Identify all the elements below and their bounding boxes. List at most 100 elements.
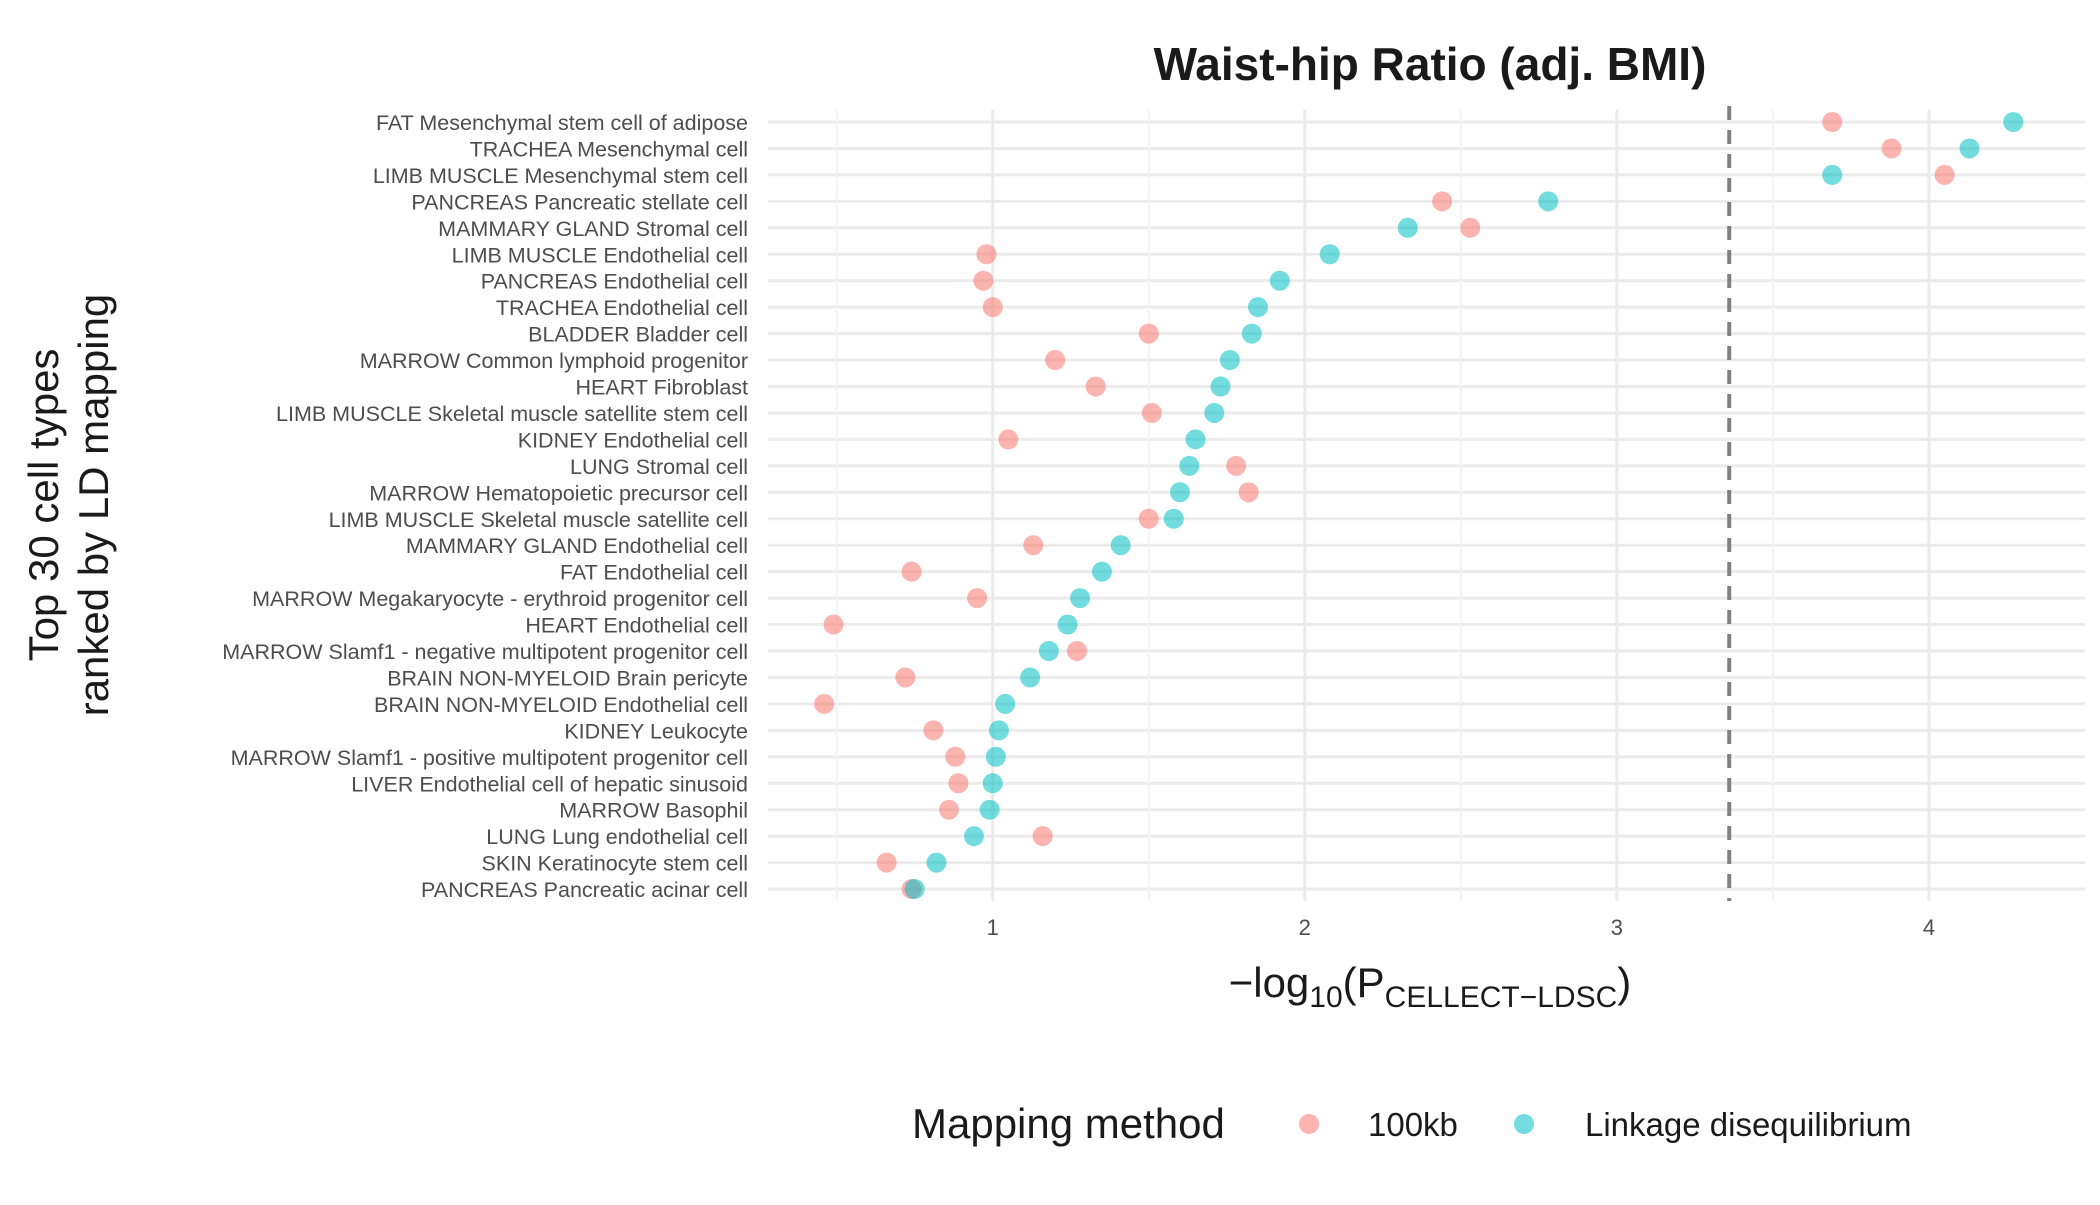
point-linkage-disequilibrium	[1163, 508, 1184, 529]
y-axis-title-line2: ranked by LD mapping	[70, 294, 117, 717]
point-linkage-disequilibrium	[1038, 641, 1059, 661]
point-100kb	[823, 614, 844, 635]
point-100kb	[1066, 641, 1087, 661]
point-linkage-disequilibrium	[985, 746, 1006, 767]
category-label: KIDNEY Endothelial cell	[518, 428, 748, 452]
x-axis-title-close: )	[1617, 959, 1631, 1006]
data-points	[814, 112, 2024, 900]
category-label: MARROW Slamf1 - negative multipotent pro…	[222, 640, 748, 664]
point-100kb	[1432, 191, 1453, 212]
chart-title: Waist-hip Ratio (adj. BMI)	[1154, 38, 1707, 90]
point-linkage-disequilibrium	[1319, 244, 1340, 265]
point-100kb	[876, 852, 897, 873]
point-linkage-disequilibrium	[1091, 561, 1112, 582]
category-label: MAMMARY GLAND Endothelial cell	[406, 534, 748, 558]
category-label: MARROW Basophil	[559, 799, 748, 823]
point-100kb	[1085, 376, 1106, 397]
point-linkage-disequilibrium	[963, 826, 984, 847]
point-100kb	[976, 244, 997, 265]
point-100kb	[895, 667, 916, 688]
point-100kb	[814, 693, 835, 714]
category-label: HEART Endothelial cell	[525, 614, 748, 638]
point-100kb	[1023, 535, 1044, 556]
point-linkage-disequilibrium	[1070, 588, 1091, 609]
legend-title: Mapping method	[912, 1100, 1225, 1147]
point-linkage-disequilibrium	[926, 852, 947, 873]
point-linkage-disequilibrium	[2003, 112, 2024, 132]
x-tick-label: 2	[1299, 915, 1311, 940]
point-100kb	[1881, 138, 1902, 159]
category-label: PANCREAS Endothelial cell	[481, 270, 748, 294]
point-100kb	[1460, 217, 1481, 238]
point-100kb	[1141, 402, 1162, 423]
point-100kb	[973, 270, 994, 291]
category-label: FAT Mesenchymal stem cell of adipose	[376, 111, 748, 135]
point-linkage-disequilibrium	[1169, 482, 1190, 503]
category-label: BRAIN NON-MYELOID Endothelial cell	[374, 693, 748, 717]
point-linkage-disequilibrium	[1110, 535, 1131, 556]
point-linkage-disequilibrium	[1241, 323, 1262, 344]
category-label: LIMB MUSCLE Skeletal muscle satellite ce…	[329, 508, 748, 532]
point-100kb	[1822, 112, 1843, 132]
category-label: PANCREAS Pancreatic stellate cell	[411, 190, 748, 214]
point-linkage-disequilibrium	[1219, 350, 1240, 371]
category-label: MAMMARY GLAND Stromal cell	[438, 217, 748, 241]
point-linkage-disequilibrium	[979, 799, 1000, 820]
category-label: BLADDER Bladder cell	[528, 323, 748, 347]
point-100kb	[1032, 826, 1053, 847]
category-label: PANCREAS Pancreatic acinar cell	[421, 878, 748, 902]
point-linkage-disequilibrium	[1538, 191, 1559, 212]
point-linkage-disequilibrium	[995, 693, 1016, 714]
point-linkage-disequilibrium	[1179, 455, 1200, 476]
point-100kb	[923, 720, 944, 741]
category-label: HEART Fibroblast	[576, 376, 748, 400]
point-100kb	[1138, 323, 1159, 344]
legend-label-100kb: 100kb	[1368, 1106, 1458, 1143]
point-linkage-disequilibrium	[988, 720, 1009, 741]
point-linkage-disequilibrium	[1020, 667, 1041, 688]
x-tick-labels: 1 2 3 4	[987, 915, 1936, 940]
x-axis-title-open: (P	[1343, 959, 1385, 1006]
point-100kb	[1226, 455, 1247, 476]
point-100kb	[982, 297, 1003, 318]
category-label: LIVER Endothelial cell of hepatic sinuso…	[351, 772, 748, 796]
category-label: LIMB MUSCLE Endothelial cell	[452, 243, 748, 267]
point-linkage-disequilibrium	[982, 773, 1003, 794]
category-label: MARROW Slamf1 - positive multipotent pro…	[231, 746, 748, 770]
point-100kb	[967, 588, 988, 609]
legend-marker-linkage-disequilibrium	[1514, 1114, 1534, 1134]
point-100kb	[945, 746, 966, 767]
point-linkage-disequilibrium	[1210, 376, 1231, 397]
category-label: LIMB MUSCLE Mesenchymal stem cell	[373, 164, 748, 188]
category-label: LIMB MUSCLE Skeletal muscle satellite st…	[276, 402, 748, 426]
category-label: MARROW Megakaryocyte - erythroid progeni…	[252, 587, 748, 611]
x-tick-label: 4	[1923, 915, 1935, 940]
x-axis-title: −log10(PCELLECT−LDSC)	[1229, 959, 1632, 1014]
x-axis-title-sub2: CELLECT−LDSC	[1385, 981, 1618, 1014]
point-100kb	[1238, 482, 1259, 503]
point-100kb	[1045, 350, 1066, 371]
point-100kb	[901, 561, 922, 582]
category-label: LUNG Stromal cell	[570, 455, 748, 479]
point-100kb	[998, 429, 1019, 450]
point-linkage-disequilibrium	[904, 879, 925, 900]
category-label: MARROW Common lymphoid progenitor	[360, 349, 748, 373]
x-axis-title-prefix: −log	[1229, 959, 1310, 1006]
legend-label-linkage-disequilibrium: Linkage disequilibrium	[1585, 1106, 1912, 1143]
y-axis-title: Top 30 cell types ranked by LD mapping	[20, 294, 117, 717]
legend-marker-100kb	[1299, 1114, 1319, 1134]
x-tick-label: 3	[1611, 915, 1623, 940]
point-linkage-disequilibrium	[1185, 429, 1206, 450]
point-linkage-disequilibrium	[1247, 297, 1268, 318]
x-axis-title-sub1: 10	[1309, 981, 1342, 1014]
category-label: TRACHEA Mesenchymal cell	[470, 137, 748, 161]
category-label: FAT Endothelial cell	[560, 561, 748, 585]
point-linkage-disequilibrium	[1822, 164, 1843, 185]
x-tick-label: 1	[987, 915, 999, 940]
category-labels: FAT Mesenchymal stem cell of adiposeTRAC…	[222, 111, 748, 902]
legend: Mapping method 100kb Linkage disequilibr…	[912, 1100, 1912, 1147]
category-label: SKIN Keratinocyte stem cell	[482, 852, 748, 876]
category-label: BRAIN NON-MYELOID Brain pericyte	[387, 666, 748, 690]
point-100kb	[948, 773, 969, 794]
